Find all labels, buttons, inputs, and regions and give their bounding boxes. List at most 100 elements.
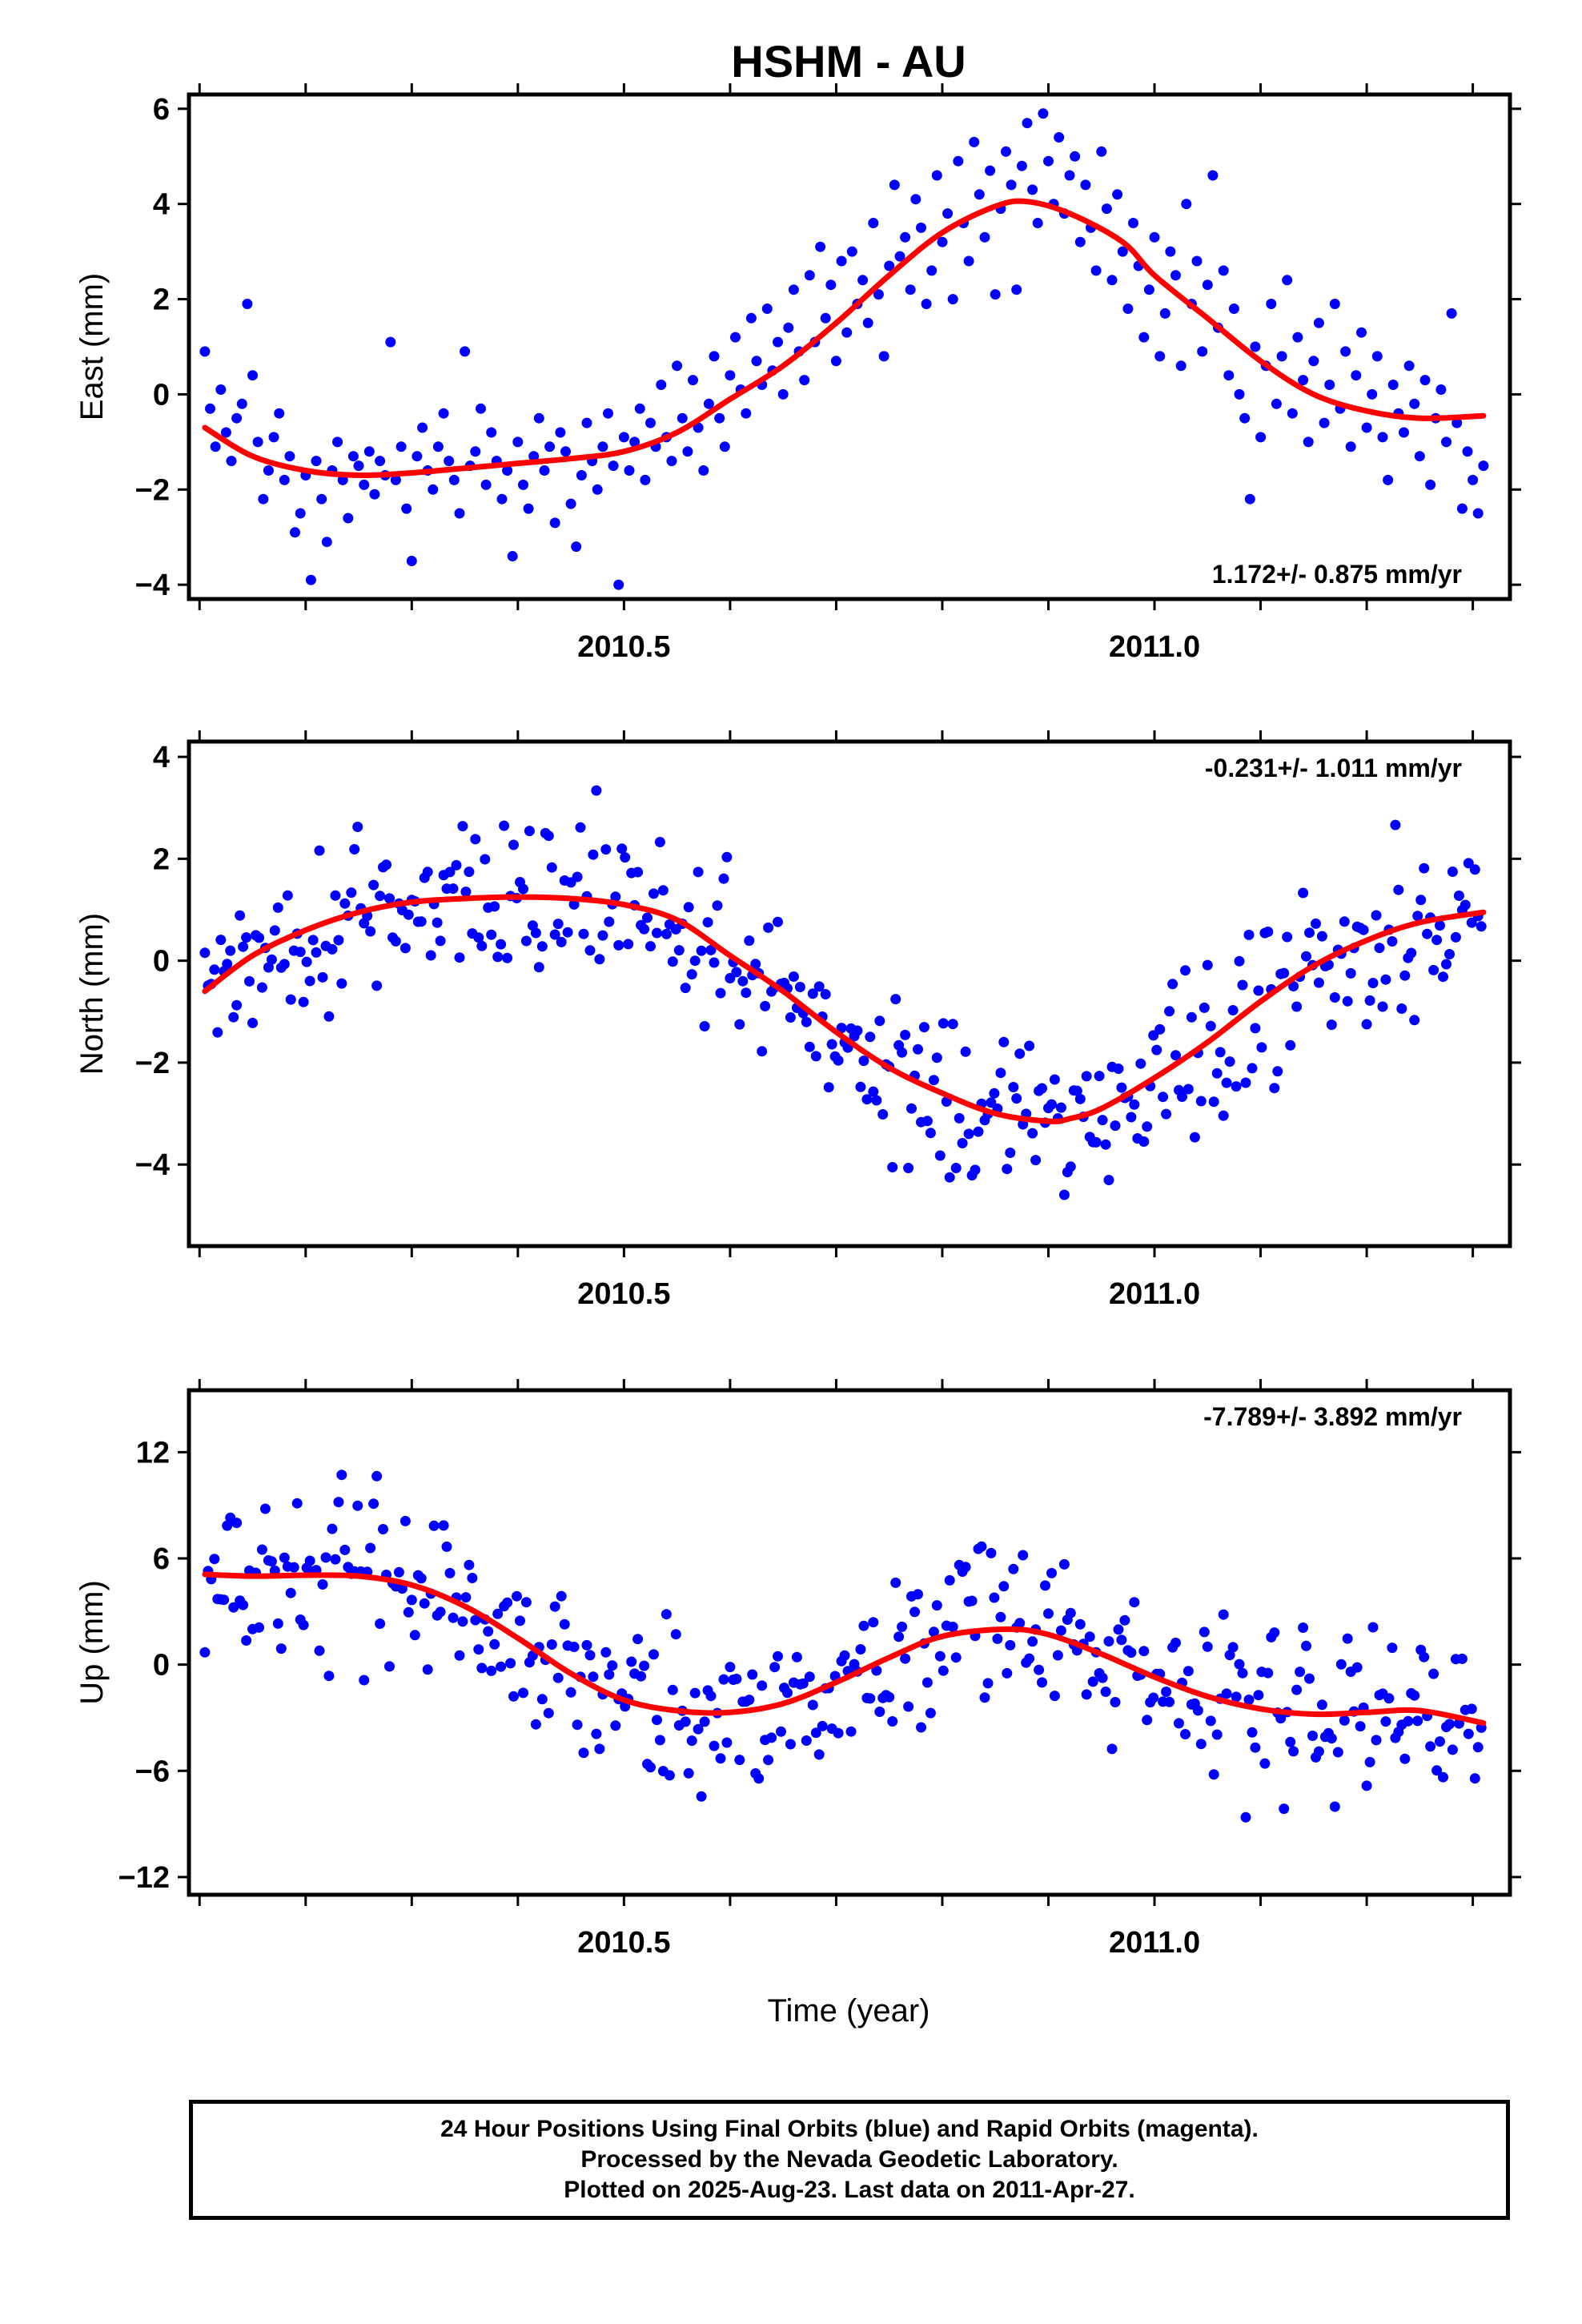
data-point (1431, 935, 1443, 946)
data-point (384, 1661, 395, 1672)
data-point (1113, 1624, 1124, 1635)
data-point (1205, 1715, 1216, 1727)
data-point (1371, 351, 1383, 362)
data-point (1452, 417, 1463, 428)
data-point (1287, 408, 1298, 419)
data-point (1438, 1771, 1448, 1783)
data-point (1304, 1673, 1315, 1684)
data-point (1387, 380, 1399, 390)
data-point (1276, 351, 1287, 362)
data-point (244, 975, 255, 987)
data-point (672, 360, 683, 372)
data-point (620, 852, 631, 863)
data-point (992, 1633, 1003, 1644)
data-point (889, 179, 900, 191)
data-point (1081, 1071, 1092, 1082)
data-point (454, 952, 465, 963)
data-point (894, 251, 905, 262)
data-point (1119, 1614, 1130, 1626)
data-point (608, 460, 619, 472)
data-point (1364, 995, 1375, 1006)
data-point (209, 1554, 220, 1565)
data-point (1316, 1699, 1327, 1711)
data-point (934, 1651, 946, 1662)
data-point (1199, 1626, 1210, 1638)
data-point (1329, 992, 1340, 1003)
data-point (1468, 474, 1479, 485)
y-axis-label: East (mm) (74, 273, 110, 420)
data-point (862, 317, 873, 328)
data-point (877, 1109, 889, 1120)
data-point (336, 1470, 347, 1481)
rate-label: 1.172+/- 0.875 mm/yr (1212, 560, 1462, 589)
data-point (1409, 398, 1420, 409)
data-point (285, 1587, 296, 1598)
data-point (868, 1086, 879, 1097)
data-point (365, 1542, 376, 1554)
data-point (390, 474, 401, 485)
data-point (330, 1554, 341, 1565)
data-point (235, 910, 246, 921)
data-point (256, 982, 267, 993)
data-point (444, 1567, 456, 1578)
data-point (703, 398, 714, 409)
data-point (731, 1674, 742, 1684)
data-point (645, 1762, 656, 1773)
data-point (536, 941, 548, 952)
data-point (584, 1650, 596, 1661)
data-point (1250, 1742, 1261, 1753)
data-point (1128, 218, 1138, 228)
data-point (698, 465, 709, 476)
data-point (1316, 931, 1327, 942)
y-tick-label: 4 (153, 741, 170, 774)
data-point (1250, 341, 1261, 352)
data-point (944, 1172, 955, 1183)
data-point (712, 900, 723, 911)
panel-east: 2010.5 2011.0 −4 −2 0 2 4 6 East (mm) 1.172+/- 0.… (74, 83, 1521, 664)
data-point (1425, 1741, 1436, 1752)
data-point (247, 370, 258, 381)
data-point (1409, 1690, 1420, 1701)
data-point (544, 441, 556, 452)
data-point (467, 1573, 478, 1583)
data-point (1335, 1659, 1347, 1670)
data-point (1055, 1102, 1066, 1113)
data-point (311, 456, 322, 467)
data-point (266, 1556, 277, 1567)
data-point (1202, 959, 1213, 971)
data-point (1456, 503, 1468, 514)
data-point (865, 1031, 876, 1043)
data-point (664, 1770, 675, 1781)
x-tick-label: 2011.0 (1109, 1277, 1200, 1311)
data-point (938, 1665, 949, 1676)
data-point (1002, 1164, 1013, 1175)
data-point (1002, 1667, 1013, 1679)
data-point (833, 1727, 844, 1739)
data-point (275, 1643, 287, 1655)
data-point (1463, 858, 1474, 869)
data-point (934, 1150, 946, 1161)
data-point (1272, 1066, 1283, 1077)
data-point (1447, 866, 1458, 877)
data-point (307, 935, 319, 946)
data-point (868, 1617, 879, 1628)
data-point (900, 1029, 911, 1040)
data-point (799, 375, 810, 386)
data-point (454, 508, 465, 519)
data-point (489, 901, 500, 912)
data-point (813, 1749, 825, 1760)
data-point (1211, 1729, 1223, 1740)
data-point (906, 1103, 917, 1114)
data-point (1110, 1697, 1121, 1707)
data-point (623, 939, 634, 950)
data-point (438, 408, 449, 419)
data-point (858, 1055, 869, 1067)
data-point (1466, 917, 1477, 928)
data-point (648, 888, 659, 899)
data-point (709, 1740, 720, 1751)
data-point (947, 1622, 958, 1632)
data-point (301, 956, 312, 967)
data-point (489, 1638, 500, 1650)
data-point (311, 947, 322, 958)
data-point (1138, 1136, 1150, 1147)
